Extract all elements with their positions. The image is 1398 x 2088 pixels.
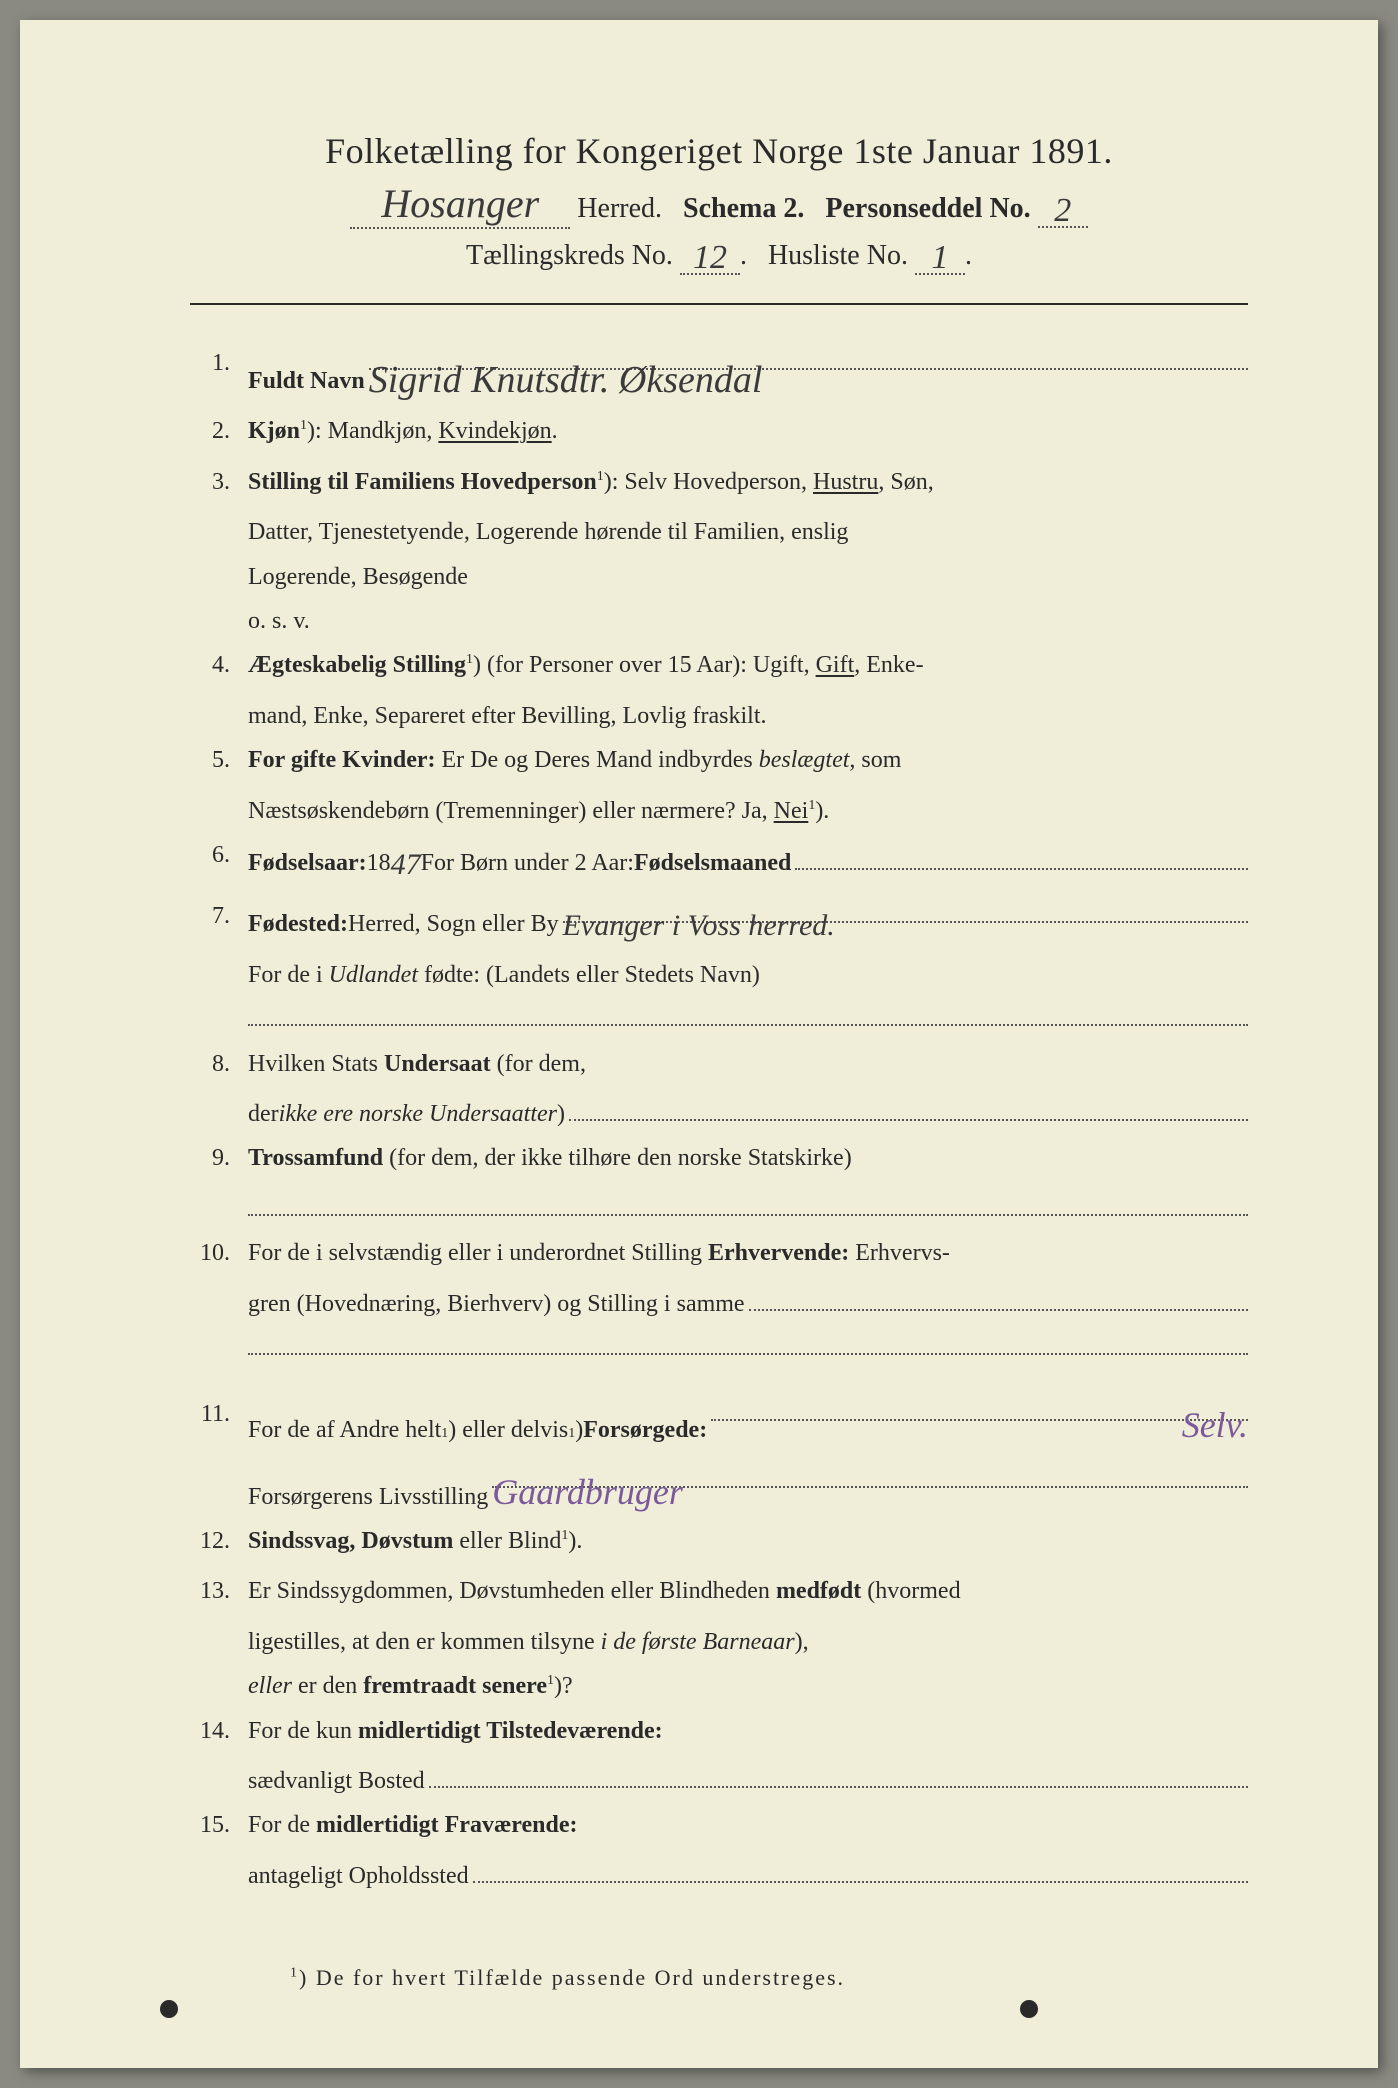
aegteskab-selected: Gift — [816, 652, 855, 678]
label-gifte-kvinder: For gifte Kvinder: — [248, 747, 436, 773]
label-fodested: Fødested: — [248, 902, 348, 946]
num-7: 7. — [190, 894, 248, 946]
field-4-cont: mand, Enke, Separeret efter Bevilling, L… — [248, 694, 1248, 738]
label-sindssvag: Sindssvag, Døvstum — [248, 1528, 453, 1554]
num-15: 15. — [190, 1803, 248, 1847]
form-body: 1. Fuldt Navn Sigrid Knutsdtr. Øksendal … — [190, 341, 1248, 1999]
num-3: 3. — [190, 460, 248, 504]
label-erhvervende: Erhvervende: — [708, 1240, 849, 1266]
field-3-cont1: Datter, Tjenestetyende, Logerende hørend… — [248, 510, 1248, 554]
label-medfodt: medfødt — [776, 1578, 861, 1604]
footnote: 1) De for hvert Tilfælde passende Ord un… — [290, 1958, 1248, 1999]
herred-label: Herred. — [577, 193, 662, 224]
field-11: 11. For de af Andre helt1) eller delvis1… — [190, 1392, 1248, 1452]
field-11-cont: Forsørgerens Livsstilling Gaardbruger — [248, 1459, 1248, 1519]
label-fuldt-navn: Fuldt Navn — [248, 359, 365, 403]
field-3: 3. Stilling til Familiens Hovedperson1):… — [190, 460, 1248, 504]
main-title: Folketælling for Kongeriget Norge 1ste J… — [190, 130, 1248, 172]
kreds-label: Tællingskreds No. — [466, 240, 673, 271]
label-aegteskab: Ægteskabelig Stilling — [248, 652, 466, 678]
label-undersaat: Undersaat — [384, 1051, 491, 1077]
num-8: 8. — [190, 1042, 248, 1086]
husliste-no-hw: 1 — [931, 239, 948, 276]
field-13-cont1: ligestilles, at den er kommen tilsyne i … — [248, 1620, 1248, 1664]
field-14: 14. For de kun midlertidigt Tilstedevære… — [190, 1709, 1248, 1753]
forsorger-value-hw: Gaardbruger — [492, 1472, 683, 1512]
num-10: 10. — [190, 1231, 248, 1275]
field-2: 2. Kjøn1): Mandkjøn, Kvindekjøn. — [190, 409, 1248, 453]
field-14-cont: sædvanligt Bosted — [248, 1759, 1248, 1803]
subtitle-line-2: Tællingskreds No. 12. Husliste No. 1. — [190, 235, 1248, 275]
num-1: 1. — [190, 341, 248, 403]
label-trossamfund: Trossamfund — [248, 1145, 383, 1171]
field-1: 1. Fuldt Navn Sigrid Knutsdtr. Øksendal — [190, 341, 1248, 403]
form-header: Folketælling for Kongeriget Norge 1ste J… — [190, 130, 1248, 275]
stilling-selected: Hustru — [813, 469, 878, 495]
field-8-cont: der ikke ere norske Undersaatter) — [248, 1092, 1248, 1136]
field-5-cont: Næstsøskendebørn (Tremenninger) eller næ… — [248, 789, 1248, 833]
num-12: 12. — [190, 1519, 248, 1563]
punch-hole-left — [160, 2000, 178, 2018]
field-13-cont2: eller er den fremtraadt senere1)? — [248, 1664, 1248, 1708]
num-5: 5. — [190, 738, 248, 782]
kreds-no-hw: 12 — [693, 239, 727, 276]
label-fodselsmaaned: Fødselsmaaned — [634, 841, 791, 885]
field-7: 7. Fødested: Herred, Sogn eller By Evang… — [190, 894, 1248, 946]
field-12: 12. Sindssvag, Døvstum eller Blind1). — [190, 1519, 1248, 1563]
herred-handwritten: Hosanger — [381, 181, 539, 226]
label-forsorgede: Forsørgede: — [583, 1408, 707, 1452]
field-9-blank — [248, 1187, 1248, 1231]
label-fremtraadt: fremtraadt senere — [363, 1673, 547, 1699]
num-13: 13. — [190, 1569, 248, 1613]
name-handwritten: Sigrid Knutsdtr. Øksendal — [369, 359, 763, 401]
field-10: 10. For de i selvstændig eller i underor… — [190, 1231, 1248, 1275]
field-13: 13. Er Sindssygdommen, Døvstumheden elle… — [190, 1569, 1248, 1613]
num-9: 9. — [190, 1136, 248, 1180]
birthplace-hw: Evanger i Voss herred. — [563, 909, 835, 942]
field-5: 5. For gifte Kvinder: Er De og Deres Man… — [190, 738, 1248, 782]
num-11: 11. — [190, 1392, 248, 1452]
schema-label: Schema 2. — [683, 193, 804, 224]
field-10-cont: gren (Hovednæring, Bierhverv) og Stillin… — [248, 1282, 1248, 1326]
field-3-cont3: o. s. v. — [248, 599, 1248, 643]
label-kjon: Kjøn — [248, 418, 300, 444]
field-4: 4. Ægteskabelig Stilling1) (for Personer… — [190, 643, 1248, 687]
header-divider — [190, 303, 1248, 305]
field-3-cont2: Logerende, Besøgende — [248, 555, 1248, 599]
beslaegtet-selected: Nei — [774, 798, 809, 824]
num-6: 6. — [190, 833, 248, 889]
field-8: 8. Hvilken Stats Undersaat (for dem, — [190, 1042, 1248, 1086]
census-form-page: Folketælling for Kongeriget Norge 1ste J… — [20, 20, 1378, 2068]
kjon-selected: Kvindekjøn — [438, 418, 551, 444]
field-15: 15. For de midlertidigt Fraværende: — [190, 1803, 1248, 1847]
label-stilling: Stilling til Familiens Hovedperson — [248, 469, 597, 495]
field-15-cont: antageligt Opholdssted — [248, 1854, 1248, 1898]
field-7-cont: For de i Udlandet fødte: (Landets eller … — [248, 953, 1248, 997]
label-fravaerende: midlertidigt Fraværende: — [316, 1812, 578, 1838]
birthyear-hw: 47 — [391, 837, 421, 893]
label-tilstedevaerende: midlertidigt Tilstedeværende: — [358, 1718, 663, 1744]
forsorger-value2-hw: Selv. — [1182, 1405, 1248, 1445]
label-fodselsaar: Fødselsaar: — [248, 841, 367, 885]
num-2: 2. — [190, 409, 248, 453]
field-7-blank — [248, 997, 1248, 1041]
field-10-blank — [248, 1326, 1248, 1370]
personseddel-label: Personseddel No. — [825, 193, 1030, 224]
subtitle-line-1: Hosanger Herred. Schema 2. Personseddel … — [190, 180, 1248, 229]
num-4: 4. — [190, 643, 248, 687]
num-14: 14. — [190, 1709, 248, 1753]
field-9: 9. Trossamfund (for dem, der ikke tilhør… — [190, 1136, 1248, 1180]
husliste-label: Husliste No. — [768, 240, 908, 271]
punch-hole-right — [1020, 2000, 1038, 2018]
field-6: 6. Fødselsaar: 1847 For Børn under 2 Aar… — [190, 833, 1248, 889]
person-no-hw: 2 — [1054, 192, 1071, 229]
